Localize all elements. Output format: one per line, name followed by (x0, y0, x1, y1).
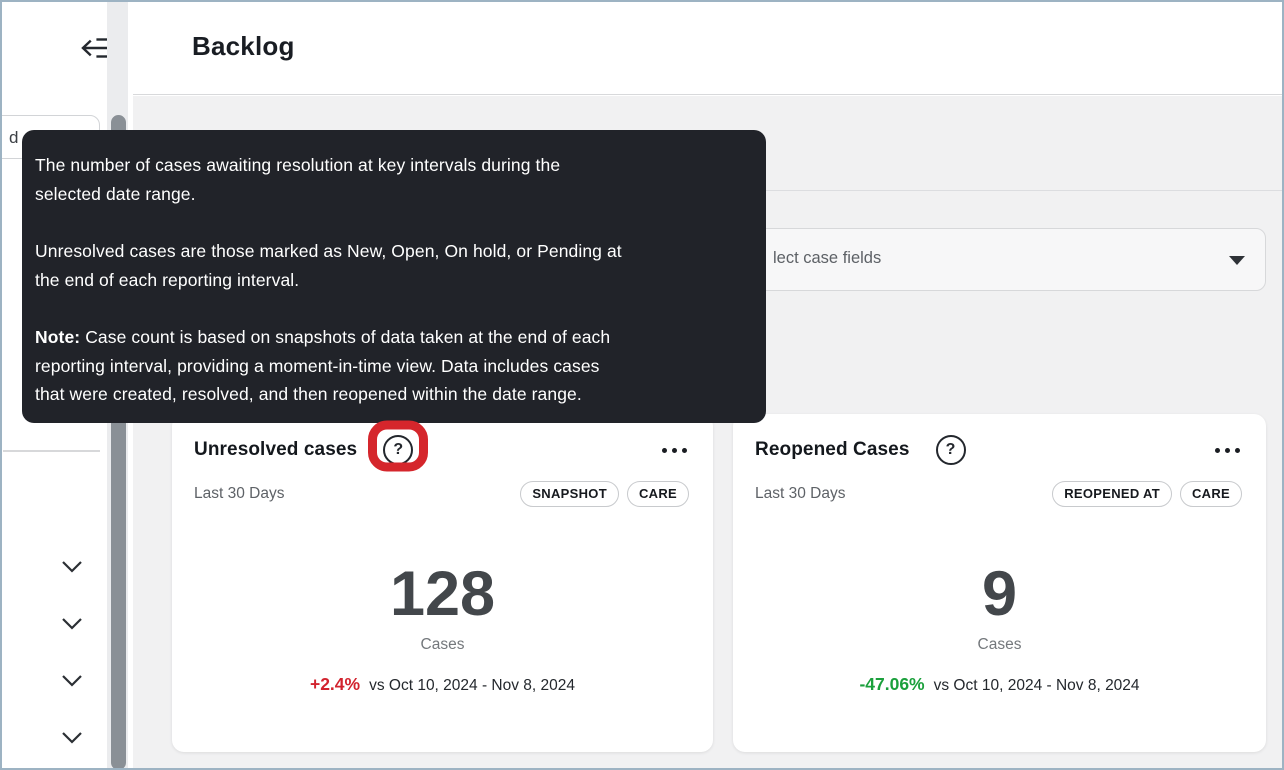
badge-care: CARE (626, 480, 689, 507)
unresolved-cases-tooltip: The number of cases awaiting resolution … (22, 130, 766, 423)
metric-unit: Cases (420, 636, 465, 653)
period-label: Last 30 Days (194, 484, 285, 502)
divider (3, 450, 100, 452)
sidebar-expand-chevron-4[interactable] (57, 727, 87, 747)
delta-value: +2.4% (309, 674, 361, 694)
period-label: Last 30 Days (755, 484, 846, 502)
delta-row: +2.4% vs Oct 10, 2024 - Nov 8, 2024 (172, 674, 713, 695)
caret-down-icon (1229, 256, 1245, 265)
card-title: Reopened Cases (755, 439, 910, 460)
unresolved-cases-card: Unresolved cases ? Last 30 Days SNAPSHOT… (172, 414, 713, 752)
badge-reopened-at: REOPENED AT (1052, 480, 1172, 507)
case-fields-dropdown-text: lect case fields (773, 249, 882, 267)
card-menu-button[interactable] (1213, 442, 1242, 459)
sidebar-expand-chevron-2[interactable] (57, 613, 87, 633)
badge-group: REOPENED AT CARE (1052, 480, 1242, 507)
card-header: Reopened Cases ? (755, 434, 1242, 466)
sidebar-expand-chevron-1[interactable] (57, 556, 87, 576)
collapse-sidebar-button[interactable] (78, 31, 112, 65)
help-icon-wrapper: ? (368, 420, 429, 472)
tooltip-note: Note: Case count is based on snapshots o… (35, 323, 742, 409)
badge-group: SNAPSHOT CARE (520, 480, 689, 507)
tooltip-paragraph-2: Unresolved cases are those marked as New… (35, 241, 622, 290)
ellipsis-icon (662, 447, 667, 453)
sidebar-search-text: d (9, 128, 19, 147)
metric-unit: Cases (977, 636, 1022, 653)
page-header: Backlog (133, 2, 1282, 95)
tooltip-note-label: Note: (35, 327, 81, 347)
card-subheader: Last 30 Days SNAPSHOT CARE (194, 480, 689, 507)
help-icon[interactable]: ? (383, 435, 414, 465)
tooltip-paragraph-1: The number of cases awaiting resolution … (35, 155, 561, 204)
metric-value: 128 (389, 559, 496, 629)
delta-row: -47.06% vs Oct 10, 2024 - Nov 8, 2024 (733, 674, 1266, 695)
help-icon-wrapper: ? (935, 435, 966, 465)
comparison-range: vs Oct 10, 2024 - Nov 8, 2024 (369, 677, 576, 694)
badge-care: CARE (1179, 480, 1242, 507)
metric-value: 9 (981, 559, 1018, 629)
ellipsis-icon (1215, 447, 1220, 453)
badge-snapshot: SNAPSHOT (520, 480, 619, 507)
reopened-cases-card: Reopened Cases ? Last 30 Days REOPENED A… (733, 414, 1266, 752)
card-menu-button[interactable] (660, 442, 689, 459)
help-icon[interactable]: ? (935, 435, 966, 465)
card-subheader: Last 30 Days REOPENED AT CARE (755, 480, 1242, 507)
collapse-sidebar-icon (78, 38, 112, 68)
page-title: Backlog (192, 31, 295, 61)
delta-value: -47.06% (859, 674, 925, 694)
comparison-range: vs Oct 10, 2024 - Nov 8, 2024 (933, 677, 1140, 694)
sidebar-expand-chevron-3[interactable] (57, 670, 87, 690)
tooltip-note-text: Case count is based on snapshots of data… (35, 327, 611, 404)
card-header: Unresolved cases ? (194, 420, 689, 472)
card-title: Unresolved cases (194, 439, 358, 460)
